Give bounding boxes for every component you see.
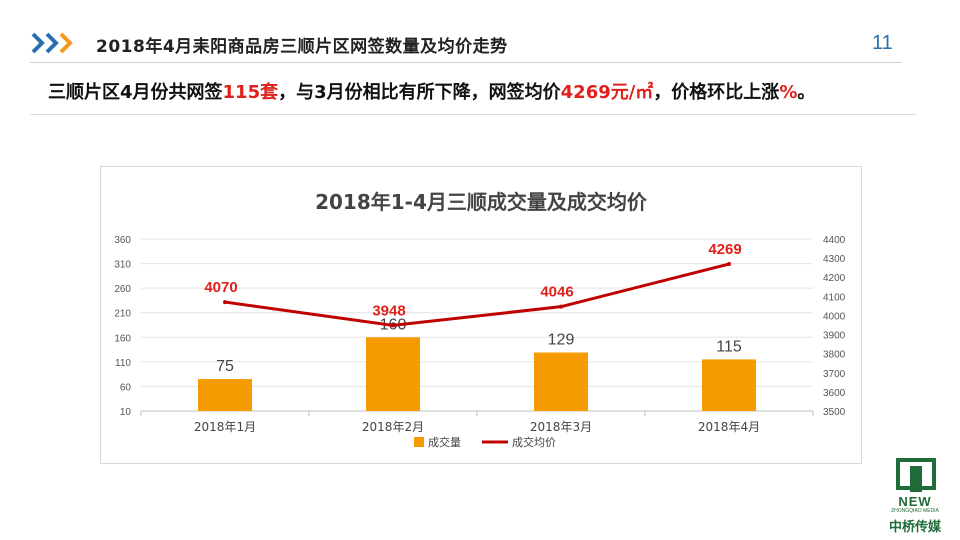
y-right-tick-label: 3700 [823, 369, 846, 380]
y-right-tick-label: 4000 [823, 311, 846, 322]
bar [702, 359, 756, 411]
brand-logo: NEW ZHONGQIAO MEDIA 中桥传媒 [880, 458, 950, 535]
chart-frame: 2018年1-4月三顺成交量及成交均价 10 60 110 160 210 260 310 36… [100, 166, 862, 464]
logo-mark-icon [896, 458, 936, 492]
summary-units: 115套 [222, 82, 279, 103]
header-divider [30, 62, 902, 63]
combo-chart: 2018年1-4月三顺成交量及成交均价 10 60 110 160 210 260 310 36… [114, 190, 846, 449]
bar [534, 352, 588, 411]
y-right-tick-label: 4400 [823, 235, 846, 246]
y-right-tick-label: 3500 [823, 407, 846, 418]
y-left-tick-label: 10 [120, 407, 132, 418]
x-tick-label: 2018年2月 [362, 420, 424, 434]
y-left-tick-label: 210 [114, 309, 131, 320]
bar-value-label: 115 [716, 338, 742, 355]
legend-label-volume: 成交量 [428, 435, 461, 449]
price-point [727, 262, 731, 267]
y-right-tick-label: 3900 [823, 331, 846, 342]
price-point [391, 323, 395, 328]
y-left-tick-label: 360 [114, 235, 131, 246]
price-value-label: 4269 [708, 241, 741, 258]
x-tick-label: 2018年4月 [698, 420, 760, 434]
summary-part3: ，价格环比上涨 [653, 82, 780, 103]
y-right-tick-label: 4300 [823, 254, 846, 265]
price-value-label: 4070 [204, 279, 237, 296]
header-chevron-icon [31, 32, 73, 54]
y-left-tick-label: 60 [120, 382, 132, 393]
price-value-label: 4046 [540, 284, 573, 301]
price-value-label: 3948 [372, 302, 405, 319]
price-point [559, 304, 563, 309]
chart-title: 2018年1-4月三顺成交量及成交均价 [315, 190, 648, 214]
y-right-tick-label: 3600 [823, 388, 846, 399]
y-right-tick-label: 4200 [823, 273, 846, 284]
page-number: 11 [872, 32, 893, 54]
x-tick-label: 2018年1月 [194, 420, 256, 434]
bar-value-label: 75 [216, 358, 234, 375]
summary-part1: 三顺片区4月份共网签 [48, 82, 223, 103]
summary-part2: ，与3月份相比有所下降，网签均价 [278, 82, 561, 103]
page-title: 2018年4月耒阳商品房三顺片区网签数量及均价走势 [96, 37, 508, 57]
logo-brand-cn: 中桥传媒 [888, 520, 941, 535]
y-right-tick-label: 3800 [823, 350, 846, 361]
y-left-tick-label: 310 [114, 260, 131, 271]
legend-label-price: 成交均价 [512, 435, 556, 449]
bar [198, 379, 252, 411]
bar [366, 337, 420, 411]
bar-value-label: 129 [548, 332, 575, 349]
price-line [224, 262, 730, 327]
y-right-tick-label: 4100 [823, 292, 846, 303]
y-left-tick-label: 160 [114, 333, 131, 344]
summary-text: 三顺片区4月份共网签115套，与3月份相比有所下降，网签均价4269元/㎡，价格… [48, 78, 815, 104]
y-left-tick-label: 110 [115, 358, 131, 369]
summary-pct: % [779, 82, 798, 103]
summary-part4: 。 [797, 82, 816, 103]
logo-brand-sub: ZHONGQIAO MEDIA [891, 508, 939, 514]
x-tick-label: 2018年3月 [530, 420, 592, 434]
summary-divider [30, 114, 916, 115]
legend-swatch-volume [414, 437, 424, 447]
price-point [223, 300, 227, 305]
summary-price: 4269元/㎡ [560, 82, 654, 103]
logo-brand-en: NEW [898, 494, 932, 509]
y-left-tick-label: 260 [114, 284, 131, 295]
